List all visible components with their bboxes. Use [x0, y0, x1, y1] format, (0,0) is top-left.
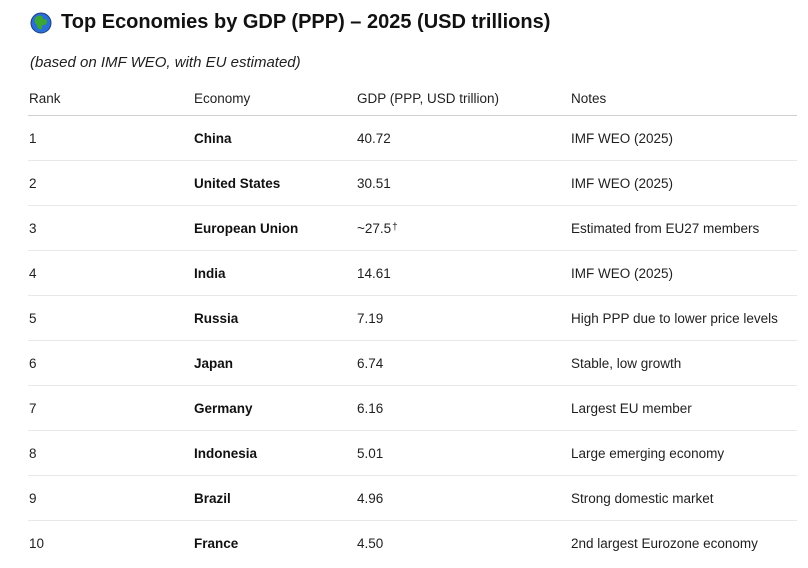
cell-notes: Strong domestic market	[570, 475, 797, 521]
table-header-row: Rank Economy GDP (PPP, USD trillion) Not…	[28, 82, 797, 116]
header-economy: Economy	[193, 82, 356, 116]
table-row: 8 Indonesia 5.01 Large emerging economy	[28, 430, 797, 476]
gdp-value: ~27.5	[357, 220, 392, 236]
cell-rank: 10	[29, 535, 45, 551]
cell-economy: France	[194, 535, 239, 551]
header-notes: Notes	[570, 82, 797, 116]
gdp-value: 6.74	[357, 355, 384, 371]
cell-notes: Largest EU member	[570, 385, 797, 431]
gdp-value: 4.96	[357, 490, 384, 506]
header-rank: Rank	[28, 82, 193, 116]
table-row: 5 Russia 7.19 High PPP due to lower pric…	[28, 295, 797, 341]
cell-rank: 8	[28, 430, 193, 476]
cell-rank: 7	[28, 385, 193, 431]
cell-notes: Estimated from EU27 members	[570, 205, 797, 251]
cell-economy: Brazil	[193, 475, 356, 521]
cell-rank: 6	[28, 340, 193, 386]
cell-gdp: 6.16	[356, 385, 570, 431]
gdp-value: 14.61	[357, 265, 391, 281]
gdp-table: Rank Economy GDP (PPP, USD trillion) Not…	[28, 82, 797, 565]
cell-notes: High PPP due to lower price levels	[570, 295, 797, 341]
gdp-value: 7.19	[357, 310, 384, 326]
cell-rank: 9	[28, 475, 193, 521]
cell-rank: 1	[28, 115, 193, 161]
cell-rank: 3	[28, 205, 193, 251]
cell-rank: 2	[28, 160, 193, 206]
cell-rank: 5	[28, 295, 193, 341]
table-row: 1 China 40.72 IMF WEO (2025)	[28, 115, 797, 161]
gdp-value: 6.16	[357, 400, 384, 416]
gdp-value: 30.51	[357, 175, 391, 191]
cell-notes: IMF WEO (2025)	[570, 160, 797, 206]
cell-economy: United States	[193, 160, 356, 206]
cell-economy: Germany	[193, 385, 356, 431]
cell-rank: 4	[28, 250, 193, 296]
table-row: 9 Brazil 4.96 Strong domestic market	[28, 475, 797, 521]
title-row: Top Economies by GDP (PPP) – 2025 (USD t…	[30, 11, 550, 34]
cell-gdp: 7.19	[356, 295, 570, 341]
gdp-value: 40.72	[357, 130, 391, 146]
cell-economy: European Union	[193, 205, 356, 251]
cell-gdp: ~27.5†	[356, 205, 570, 251]
cell-economy: China	[193, 115, 356, 161]
cell-gdp: 6.74	[356, 340, 570, 386]
table-row: 6 Japan 6.74 Stable, low growth	[28, 340, 797, 386]
header-gdp: GDP (PPP, USD trillion)	[356, 82, 570, 116]
cell-economy: Indonesia	[193, 430, 356, 476]
cell-economy: Russia	[193, 295, 356, 341]
cell-notes: Large emerging economy	[570, 430, 797, 476]
table-row: 3 European Union ~27.5† Estimated from E…	[28, 205, 797, 251]
gdp-value: 4.50	[357, 535, 384, 551]
table-row: 7 Germany 6.16 Largest EU member	[28, 385, 797, 431]
cell-gdp: 4.96	[356, 475, 570, 521]
cell-notes: IMF WEO (2025)	[570, 250, 797, 296]
cell-gdp: 14.61	[356, 250, 570, 296]
cell-gdp: 4.50	[356, 521, 570, 566]
page-title: Top Economies by GDP (PPP) – 2025 (USD t…	[61, 11, 551, 33]
cell-gdp: 5.01	[356, 430, 570, 476]
cell-gdp: 30.51	[356, 160, 570, 206]
gdp-value: 5.01	[357, 445, 384, 461]
cell-notes: 2nd largest Eurozone economy	[571, 535, 758, 551]
cell-notes: IMF WEO (2025)	[570, 115, 797, 161]
cell-notes: Stable, low growth	[570, 340, 797, 386]
gdp-footnote-mark: †	[392, 221, 398, 233]
page-subtitle: (based on IMF WEO, with EU estimated)	[30, 54, 301, 71]
cell-economy: India	[193, 250, 356, 296]
globe-icon	[30, 12, 52, 34]
table-row: 10 France 4.50 2nd largest Eurozone econ…	[28, 521, 797, 566]
cell-gdp: 40.72	[356, 115, 570, 161]
table-row: 4 India 14.61 IMF WEO (2025)	[28, 250, 797, 296]
cell-economy: Japan	[193, 340, 356, 386]
table-row: 2 United States 30.51 IMF WEO (2025)	[28, 160, 797, 206]
